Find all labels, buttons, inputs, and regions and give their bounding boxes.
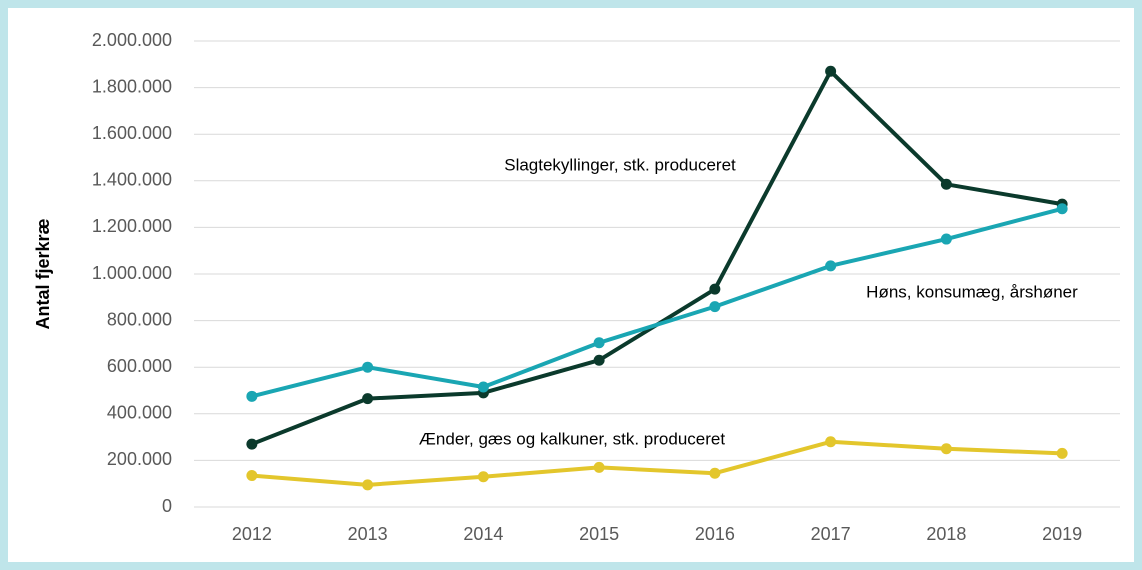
data-point (593, 461, 605, 473)
x-tick-label: 2015 (579, 524, 619, 544)
series-label: Høns, konsumæg, årshøner (866, 282, 1078, 301)
data-point (477, 381, 489, 393)
y-tick-label: 1.800.000 (92, 76, 172, 96)
y-tick-label: 1.400.000 (92, 170, 172, 190)
data-point (246, 438, 258, 450)
y-tick-label: 800.000 (107, 309, 172, 329)
data-point (940, 443, 952, 455)
data-point (593, 354, 605, 366)
data-point (825, 436, 837, 448)
data-point (709, 283, 721, 295)
y-tick-label: 1.000.000 (92, 263, 172, 283)
data-point (246, 470, 258, 482)
data-point (362, 393, 374, 405)
data-point (477, 471, 489, 483)
x-tick-label: 2017 (811, 524, 851, 544)
data-point (1056, 203, 1068, 215)
x-tick-label: 2016 (695, 524, 735, 544)
y-axis-label: Antal fjerkræ (33, 218, 53, 329)
y-tick-label: 0 (162, 496, 172, 516)
data-point (940, 178, 952, 190)
y-tick-label: 200.000 (107, 449, 172, 469)
data-point (362, 361, 374, 373)
x-tick-label: 2019 (1042, 524, 1082, 544)
data-point (940, 233, 952, 245)
series-line (251, 439, 1063, 487)
data-point (709, 301, 721, 313)
data-point (1056, 447, 1068, 459)
data-point (362, 479, 374, 491)
x-tick-label: 2013 (348, 524, 388, 544)
data-point (593, 337, 605, 349)
y-tick-label: 600.000 (107, 356, 172, 376)
y-tick-label: 1.200.000 (92, 216, 172, 236)
data-point (825, 65, 837, 77)
x-tick-label: 2014 (463, 524, 503, 544)
data-point (825, 260, 837, 272)
series-line (251, 206, 1063, 399)
series-label: Slagtekyllinger, stk. produceret (504, 155, 736, 174)
y-tick-label: 2.000.000 (92, 30, 172, 50)
y-tick-label: 400.000 (107, 403, 172, 423)
data-point (246, 390, 258, 402)
series-label: Ænder, gæs og kalkuner, stk. produceret (419, 429, 725, 448)
x-tick-label: 2012 (232, 524, 272, 544)
y-tick-label: 1.600.000 (92, 123, 172, 143)
x-tick-label: 2018 (926, 524, 966, 544)
data-point (709, 467, 721, 479)
